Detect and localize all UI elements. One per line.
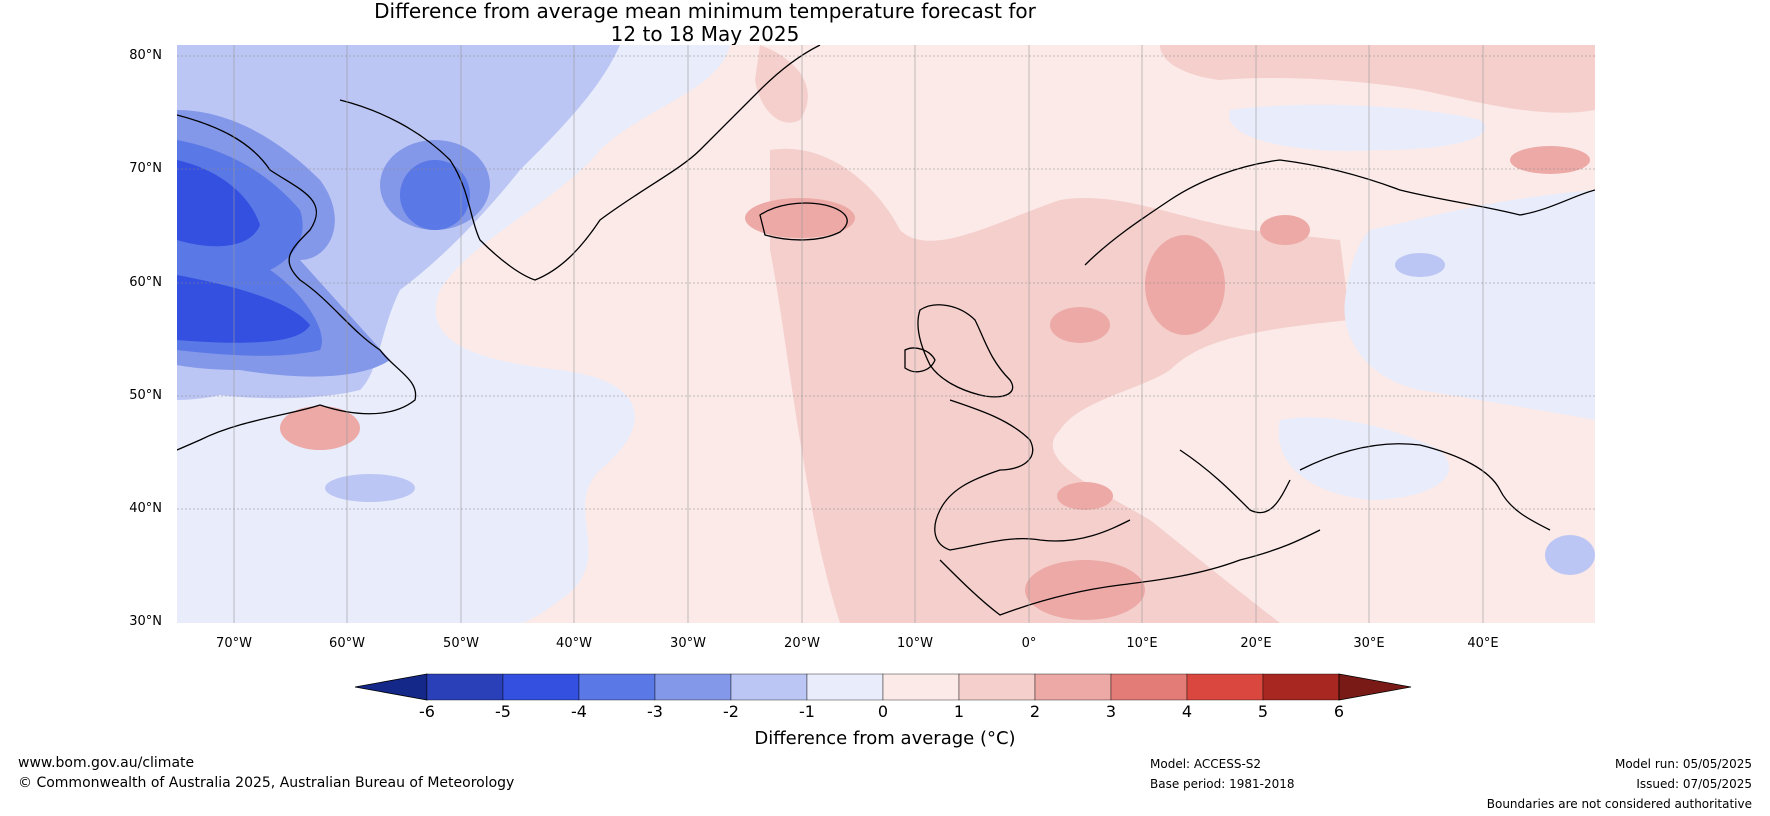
lat-label-80n: 80°N: [129, 48, 162, 63]
colorbar-segment: [730, 673, 808, 701]
colorbar-extend-high: [1338, 673, 1412, 701]
lat-label-70n: 70°N: [129, 161, 162, 176]
lon-label-50w: 50°W: [443, 636, 479, 651]
colorbar-tick-label: -3: [647, 702, 663, 721]
lat-label-60n: 60°N: [129, 275, 162, 290]
anomaly-scandinavia-warm: [1145, 235, 1225, 335]
footer-website[interactable]: www.bom.gov.au/climate: [18, 755, 195, 771]
anomaly-cool-russia: [1344, 190, 1595, 420]
anomaly-cool-black-sea: [1278, 417, 1450, 500]
colorbar-segment: [654, 673, 732, 701]
anomaly-cool-barents: [1229, 104, 1486, 151]
footer-disclaimer: Boundaries are not considered authoritat…: [1486, 797, 1752, 811]
colorbar-tick-label: 5: [1257, 702, 1269, 721]
anomaly-north-sea-warm: [1050, 307, 1110, 343]
colorbar-tick-label: -1: [799, 702, 815, 721]
colorbar-segment: [578, 673, 656, 701]
map-title: Difference from average mean minimum tem…: [0, 0, 1410, 46]
colorbar-segment: [1262, 673, 1340, 701]
colorbar-tick-label: 6: [1333, 702, 1345, 721]
lon-label-30w: 30°W: [670, 636, 706, 651]
colorbar-tick-label: 4: [1181, 702, 1193, 721]
footer-model-run: Model run: 05/05/2025: [1614, 757, 1752, 771]
colorbar-label: Difference from average (°C): [754, 728, 1016, 749]
lon-label-30e: 30°E: [1353, 636, 1385, 651]
anomaly-cold-baltic: [1395, 253, 1445, 277]
coastlines: [177, 45, 1595, 616]
colorbar-segment: [882, 673, 960, 701]
anomaly-iberia-warm: [1057, 482, 1113, 510]
colorbar-tick-label: -6: [419, 702, 435, 721]
title-line-1: Difference from average mean minimum tem…: [374, 0, 1036, 23]
colorbar-tick-label: -2: [723, 702, 739, 721]
anomaly-arctic-east-warm: [1510, 146, 1590, 174]
lon-label-10e: 10°E: [1126, 636, 1158, 651]
footer-issued: Issued: 07/05/2025: [1636, 777, 1752, 791]
lon-label-40e: 40°E: [1467, 636, 1499, 651]
colorbar-segment: [1186, 673, 1264, 701]
colorbar-segment: [806, 673, 884, 701]
title-line-2: 12 to 18 May 2025: [610, 22, 800, 46]
colorbar-tick-label: 2: [1029, 702, 1041, 721]
anomaly-cold-canada-4: [177, 160, 310, 343]
anomaly-cold-greenland-east-core: [400, 160, 470, 230]
colorbar-extend-low: [354, 673, 428, 701]
anomaly-cold-east: [1545, 535, 1595, 575]
lat-label-40n: 40°N: [129, 501, 162, 516]
colorbar-segment: [426, 673, 504, 701]
lon-label-70w: 70°W: [216, 636, 252, 651]
colorbar-tick-label: 0: [877, 702, 889, 721]
colorbar: [354, 673, 1412, 701]
colorbar-tick-label: 3: [1105, 702, 1117, 721]
lat-label-30n: 30°N: [129, 614, 162, 629]
lon-label-60w: 60°W: [329, 636, 365, 651]
lon-label-0: 0°: [1021, 636, 1037, 651]
lon-label-20e: 20°E: [1240, 636, 1272, 651]
footer-copyright: © Commonwealth of Australia 2025, Austra…: [18, 775, 515, 791]
colorbar-tick-label: 1: [953, 702, 965, 721]
lon-label-10w: 10°W: [897, 636, 933, 651]
lat-label-50n: 50°N: [129, 388, 162, 403]
anomaly-cold-atlantic: [325, 474, 415, 502]
anomaly-newfoundland-warm: [280, 406, 360, 450]
colorbar-tick-label: -4: [571, 702, 587, 721]
footer-model: Model: ACCESS-S2: [1150, 757, 1262, 771]
anomaly-finland-warm: [1260, 215, 1310, 245]
colorbar-tick-label: -5: [495, 702, 511, 721]
colorbar-segment: [1034, 673, 1112, 701]
anomaly-iceland-warm: [745, 198, 855, 238]
anomaly-warm-svalbard: [1160, 45, 1595, 113]
meridians: [233, 45, 1484, 623]
colorbar-segment: [502, 673, 580, 701]
colorbar-segment: [1110, 673, 1188, 701]
colorbar-segment: [958, 673, 1036, 701]
graticule: [177, 55, 1595, 510]
lon-label-40w: 40°W: [556, 636, 592, 651]
lon-label-20w: 20°W: [784, 636, 820, 651]
anomaly-warm-greenland-coast: [755, 45, 808, 123]
footer-base-period: Base period: 1981-2018: [1150, 777, 1295, 791]
